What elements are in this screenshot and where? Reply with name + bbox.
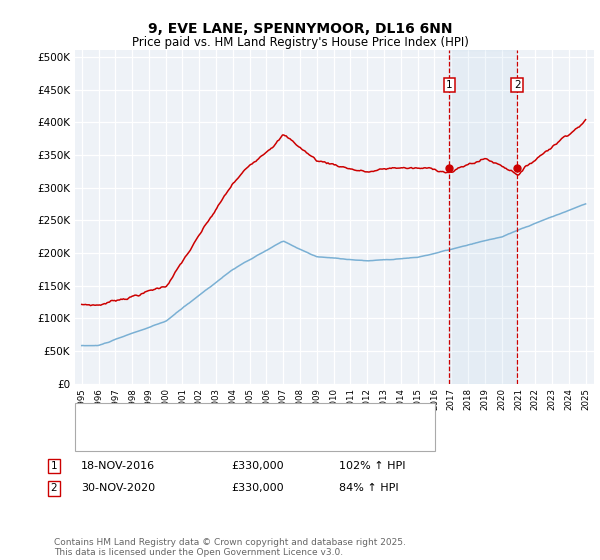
Text: —: — xyxy=(82,432,96,446)
Text: —: — xyxy=(82,409,96,423)
Text: Price paid vs. HM Land Registry's House Price Index (HPI): Price paid vs. HM Land Registry's House … xyxy=(131,36,469,49)
Text: 102% ↑ HPI: 102% ↑ HPI xyxy=(339,461,406,471)
Text: 2: 2 xyxy=(514,80,520,90)
Text: 1: 1 xyxy=(50,461,58,471)
Text: £330,000: £330,000 xyxy=(231,461,284,471)
Text: 84% ↑ HPI: 84% ↑ HPI xyxy=(339,483,398,493)
Text: 2: 2 xyxy=(50,483,58,493)
Text: 30-NOV-2020: 30-NOV-2020 xyxy=(81,483,155,493)
Text: 9, EVE LANE, SPENNYMOOR, DL16 6NN: 9, EVE LANE, SPENNYMOOR, DL16 6NN xyxy=(148,22,452,36)
Text: Contains HM Land Registry data © Crown copyright and database right 2025.
This d: Contains HM Land Registry data © Crown c… xyxy=(54,538,406,557)
Text: 18-NOV-2016: 18-NOV-2016 xyxy=(81,461,155,471)
Text: £330,000: £330,000 xyxy=(231,483,284,493)
Text: HPI: Average price, detached house, County Durham: HPI: Average price, detached house, Coun… xyxy=(100,434,395,444)
Text: 1: 1 xyxy=(446,80,452,90)
Bar xyxy=(449,50,517,384)
Text: 9, EVE LANE, SPENNYMOOR, DL16 6NN (detached house): 9, EVE LANE, SPENNYMOOR, DL16 6NN (detac… xyxy=(100,412,420,422)
